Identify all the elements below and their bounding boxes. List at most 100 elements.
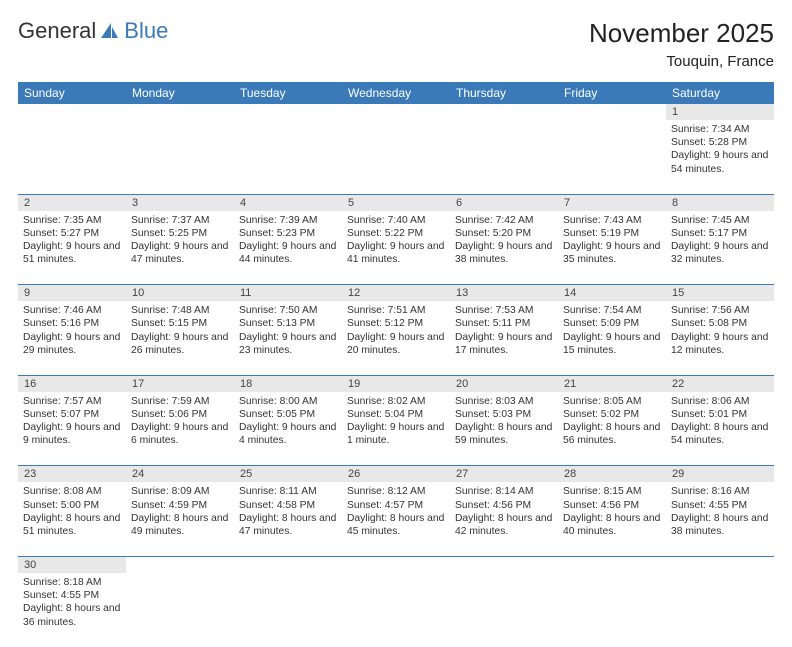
day-info: Sunrise: 7:48 AM Sunset: 5:15 PM Dayligh…: [126, 301, 234, 375]
day-info-row: Sunrise: 7:46 AM Sunset: 5:16 PM Dayligh…: [18, 301, 774, 375]
day-info: [126, 120, 234, 194]
day-info: Sunrise: 7:57 AM Sunset: 5:07 PM Dayligh…: [18, 392, 126, 466]
day-number: 18: [234, 375, 342, 392]
day-info: [234, 573, 342, 647]
day-number: [18, 104, 126, 120]
day-number: 6: [450, 194, 558, 211]
day-info-row: Sunrise: 8:18 AM Sunset: 4:55 PM Dayligh…: [18, 573, 774, 647]
day-number: 12: [342, 285, 450, 302]
day-number: [342, 556, 450, 573]
day-number: 28: [558, 466, 666, 483]
weekday-header: Sunday: [18, 82, 126, 104]
day-info: Sunrise: 8:18 AM Sunset: 4:55 PM Dayligh…: [18, 573, 126, 647]
day-info: Sunrise: 7:39 AM Sunset: 5:23 PM Dayligh…: [234, 211, 342, 285]
day-info: Sunrise: 7:45 AM Sunset: 5:17 PM Dayligh…: [666, 211, 774, 285]
day-number-row: 1: [18, 104, 774, 120]
day-number: 10: [126, 285, 234, 302]
logo-sail-icon: [100, 22, 120, 40]
logo: General Blue: [18, 18, 168, 44]
day-number: [234, 104, 342, 120]
day-number: 4: [234, 194, 342, 211]
day-info: [666, 573, 774, 647]
page-header: General Blue November 2025 Touquin, Fran…: [18, 18, 774, 70]
day-info: [558, 120, 666, 194]
day-number: 9: [18, 285, 126, 302]
day-info: [558, 573, 666, 647]
day-info: Sunrise: 8:00 AM Sunset: 5:05 PM Dayligh…: [234, 392, 342, 466]
day-number: 14: [558, 285, 666, 302]
day-number: 7: [558, 194, 666, 211]
day-info: Sunrise: 7:56 AM Sunset: 5:08 PM Dayligh…: [666, 301, 774, 375]
day-info-row: Sunrise: 7:35 AM Sunset: 5:27 PM Dayligh…: [18, 211, 774, 285]
day-info: Sunrise: 8:08 AM Sunset: 5:00 PM Dayligh…: [18, 482, 126, 556]
day-number: 3: [126, 194, 234, 211]
day-number: 16: [18, 375, 126, 392]
day-info-row: Sunrise: 7:34 AM Sunset: 5:28 PM Dayligh…: [18, 120, 774, 194]
day-number-row: 23242526272829: [18, 466, 774, 483]
day-info-row: Sunrise: 8:08 AM Sunset: 5:00 PM Dayligh…: [18, 482, 774, 556]
day-number: [342, 104, 450, 120]
day-number: 24: [126, 466, 234, 483]
day-number: 30: [18, 556, 126, 573]
day-info: [18, 120, 126, 194]
day-info: Sunrise: 8:02 AM Sunset: 5:04 PM Dayligh…: [342, 392, 450, 466]
day-info: Sunrise: 7:42 AM Sunset: 5:20 PM Dayligh…: [450, 211, 558, 285]
weekday-header: Tuesday: [234, 82, 342, 104]
day-info: [126, 573, 234, 647]
day-info: [342, 573, 450, 647]
day-info-row: Sunrise: 7:57 AM Sunset: 5:07 PM Dayligh…: [18, 392, 774, 466]
day-info: Sunrise: 7:54 AM Sunset: 5:09 PM Dayligh…: [558, 301, 666, 375]
day-number: 13: [450, 285, 558, 302]
weekday-header: Thursday: [450, 82, 558, 104]
day-number: [666, 556, 774, 573]
day-info: Sunrise: 8:16 AM Sunset: 4:55 PM Dayligh…: [666, 482, 774, 556]
day-info: Sunrise: 7:59 AM Sunset: 5:06 PM Dayligh…: [126, 392, 234, 466]
day-info: Sunrise: 8:09 AM Sunset: 4:59 PM Dayligh…: [126, 482, 234, 556]
day-info: [450, 120, 558, 194]
day-info: Sunrise: 8:06 AM Sunset: 5:01 PM Dayligh…: [666, 392, 774, 466]
day-number-row: 2345678: [18, 194, 774, 211]
day-number: [234, 556, 342, 573]
day-info: Sunrise: 7:53 AM Sunset: 5:11 PM Dayligh…: [450, 301, 558, 375]
day-info: Sunrise: 8:14 AM Sunset: 4:56 PM Dayligh…: [450, 482, 558, 556]
day-number: [126, 556, 234, 573]
day-number: 21: [558, 375, 666, 392]
day-number: 17: [126, 375, 234, 392]
day-number: 25: [234, 466, 342, 483]
day-number: [558, 104, 666, 120]
logo-text-2: Blue: [124, 18, 168, 44]
calendar-table: Sunday Monday Tuesday Wednesday Thursday…: [18, 82, 774, 647]
day-number: 11: [234, 285, 342, 302]
day-info: Sunrise: 8:03 AM Sunset: 5:03 PM Dayligh…: [450, 392, 558, 466]
day-number: [450, 104, 558, 120]
day-number: 5: [342, 194, 450, 211]
day-info: Sunrise: 8:05 AM Sunset: 5:02 PM Dayligh…: [558, 392, 666, 466]
day-info: [342, 120, 450, 194]
weekday-header: Saturday: [666, 82, 774, 104]
day-number: 23: [18, 466, 126, 483]
day-info: Sunrise: 7:51 AM Sunset: 5:12 PM Dayligh…: [342, 301, 450, 375]
day-info: Sunrise: 7:37 AM Sunset: 5:25 PM Dayligh…: [126, 211, 234, 285]
day-number: 26: [342, 466, 450, 483]
weekday-header: Monday: [126, 82, 234, 104]
day-info: [234, 120, 342, 194]
weekday-header: Wednesday: [342, 82, 450, 104]
day-number: 2: [18, 194, 126, 211]
weekday-header-row: Sunday Monday Tuesday Wednesday Thursday…: [18, 82, 774, 104]
day-info: Sunrise: 7:43 AM Sunset: 5:19 PM Dayligh…: [558, 211, 666, 285]
day-number-row: 9101112131415: [18, 285, 774, 302]
day-number: 29: [666, 466, 774, 483]
day-info: Sunrise: 7:46 AM Sunset: 5:16 PM Dayligh…: [18, 301, 126, 375]
day-number: [126, 104, 234, 120]
day-info: Sunrise: 7:50 AM Sunset: 5:13 PM Dayligh…: [234, 301, 342, 375]
day-number: 19: [342, 375, 450, 392]
day-info: Sunrise: 7:34 AM Sunset: 5:28 PM Dayligh…: [666, 120, 774, 194]
day-number: 22: [666, 375, 774, 392]
logo-text-1: General: [18, 18, 96, 44]
day-info: [450, 573, 558, 647]
day-number: 20: [450, 375, 558, 392]
day-number-row: 30: [18, 556, 774, 573]
day-info: Sunrise: 8:11 AM Sunset: 4:58 PM Dayligh…: [234, 482, 342, 556]
day-info: Sunrise: 7:40 AM Sunset: 5:22 PM Dayligh…: [342, 211, 450, 285]
day-info: Sunrise: 7:35 AM Sunset: 5:27 PM Dayligh…: [18, 211, 126, 285]
